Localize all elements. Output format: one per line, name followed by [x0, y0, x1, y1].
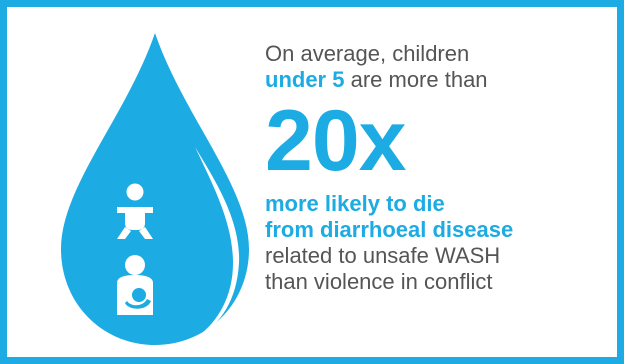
- likelihood-line-1: more likely to die: [265, 191, 445, 216]
- context-line-1: related to unsafe WASH: [265, 243, 501, 268]
- multiplier-figure: 20x: [265, 93, 407, 189]
- baby-icon: [117, 183, 153, 239]
- intro-line-2-rest: are more than: [344, 67, 488, 92]
- context-line-2: than violence in conflict: [265, 269, 493, 294]
- likelihood-line-2: from diarrhoeal disease: [265, 217, 514, 242]
- breastfeeding-icon: [117, 255, 153, 315]
- intro-line-1: On average, children: [265, 41, 470, 66]
- statistic-text-block: On average, children under 5 are more th…: [265, 41, 621, 295]
- age-highlight: under 5: [265, 67, 345, 92]
- water-drop-icon: [61, 33, 249, 345]
- intro-line-2: under 5 are more than: [265, 67, 621, 93]
